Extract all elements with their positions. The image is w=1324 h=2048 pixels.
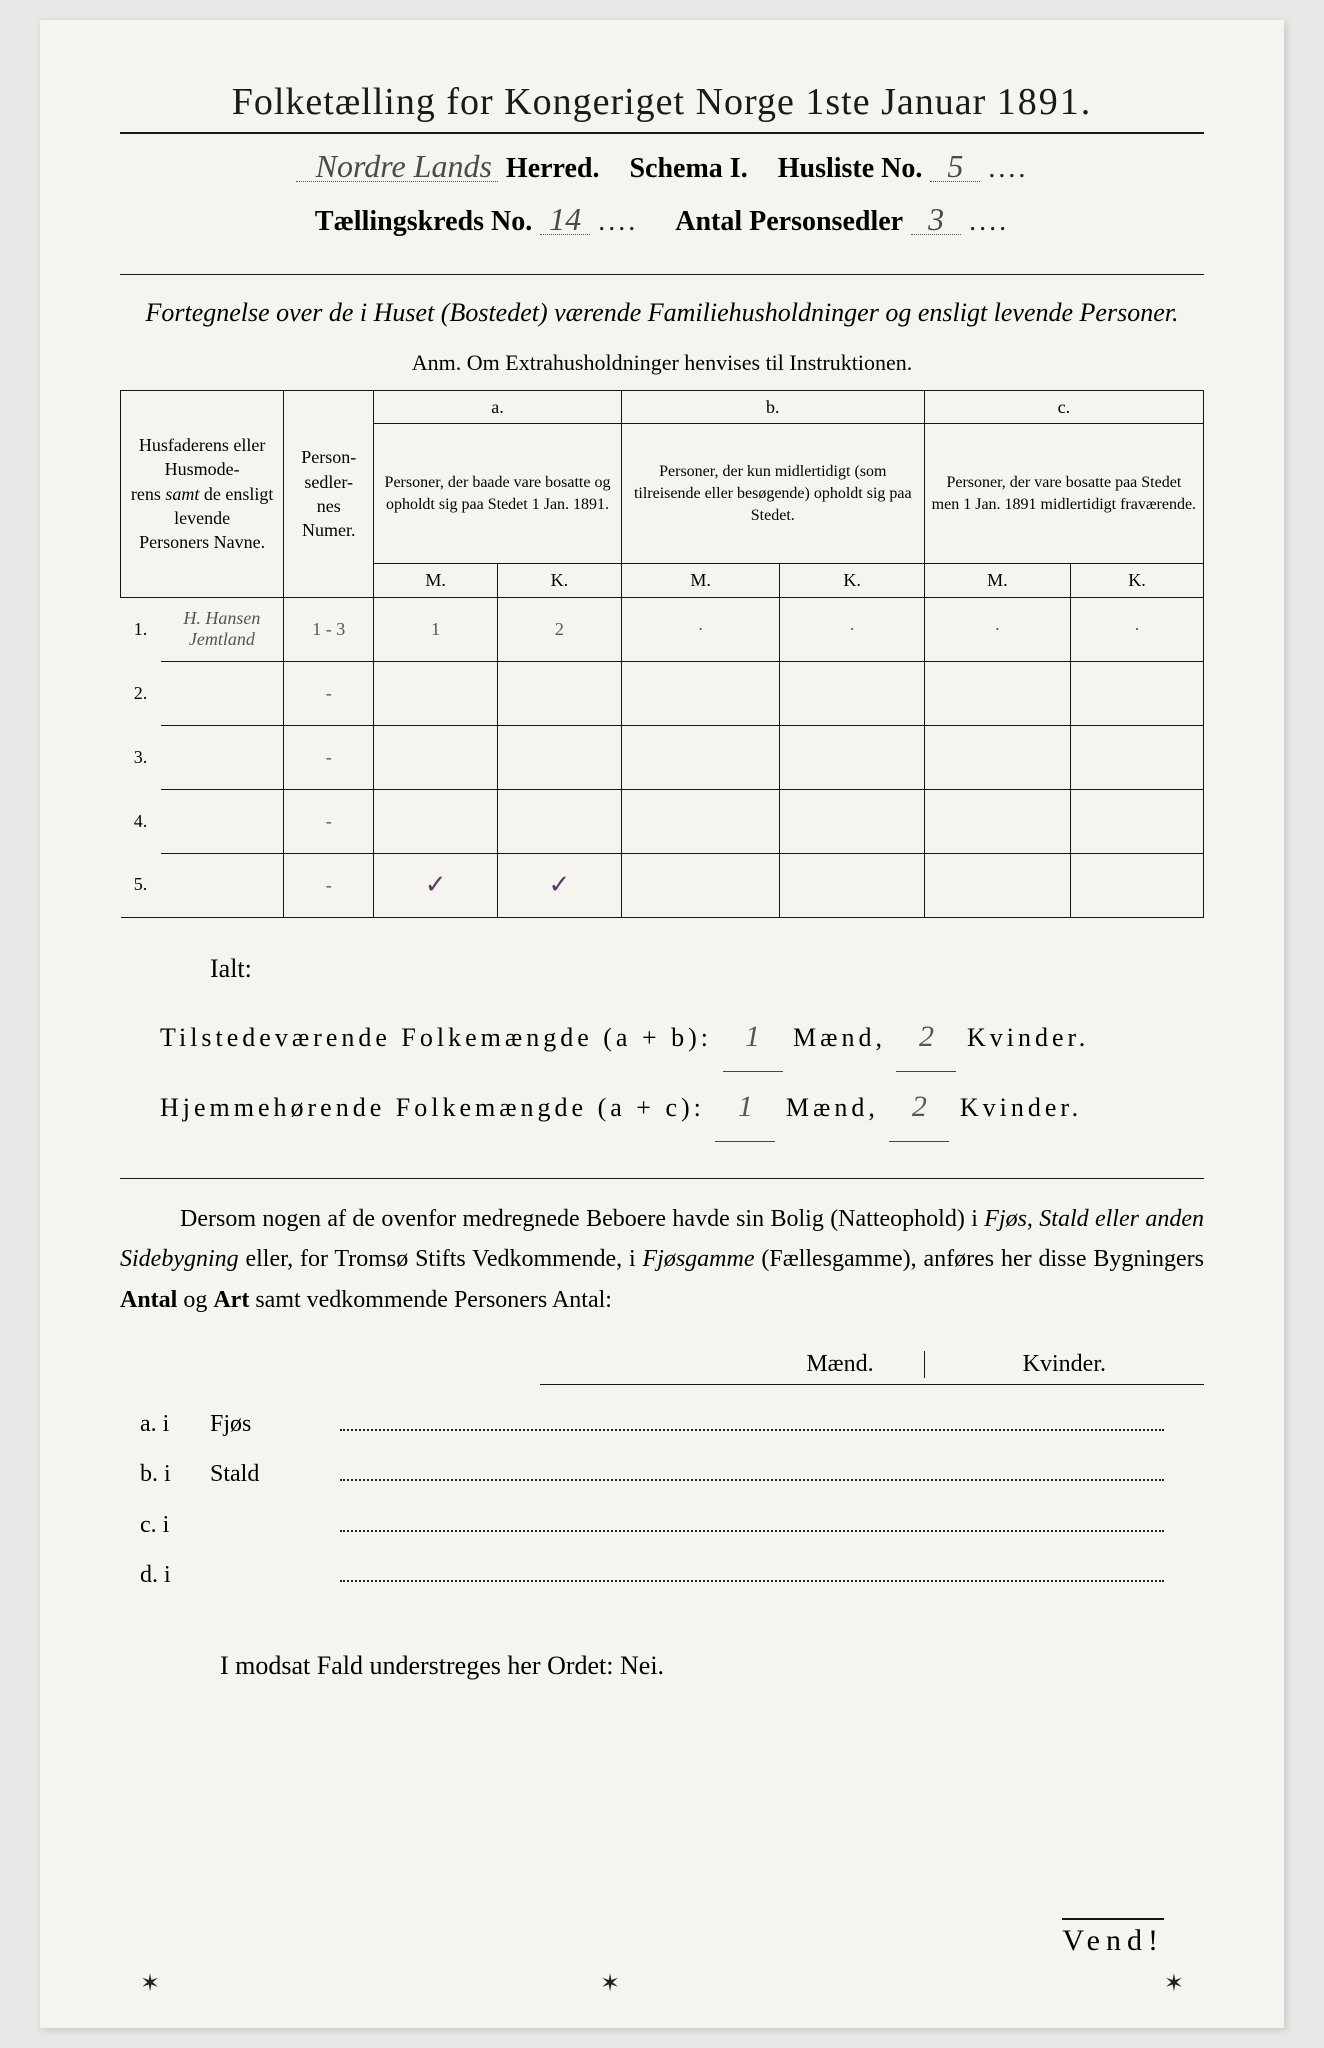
antal-no: 3 — [911, 205, 961, 235]
modsat-line: I modsat Fald understreges her Ordet: Ne… — [120, 1651, 1204, 1681]
col-a-m: M. — [374, 564, 498, 597]
table-row: 2.- — [121, 661, 1204, 725]
abcd-row: a. iFjøs — [120, 1399, 1204, 1449]
dots: .... — [969, 206, 1009, 238]
totals-h-m: 1 — [715, 1072, 775, 1142]
reg-mark: ✶ — [1164, 1969, 1184, 1998]
col-b-m: M. — [621, 564, 780, 597]
totals-2-label: Hjemmehørende Folkemængde (a + c): — [160, 1093, 705, 1122]
antal-label: Antal Personsedler — [675, 206, 903, 238]
col-a-k: K. — [498, 564, 622, 597]
col-a-text: Personer, der baade vare bosatte og opho… — [374, 424, 622, 564]
col-b-k: K. — [780, 564, 924, 597]
husliste-no: 5 — [930, 152, 980, 182]
page-title: Folketælling for Kongeriget Norge 1ste J… — [120, 80, 1204, 134]
schema-label: Schema I. — [629, 153, 747, 185]
col-c-k: K. — [1070, 564, 1203, 597]
totals-h-k: 2 — [889, 1072, 949, 1142]
col-names-left: Husfaderens eller Husmode-rens samt de e… — [121, 391, 284, 598]
mk-m: Mænd. — [788, 1351, 924, 1378]
building-paragraph: Dersom nogen af de ovenfor medregnede Be… — [120, 1199, 1204, 1321]
header-row-2: Tællingskreds No. 14 .... Antal Personse… — [120, 205, 1204, 238]
table-row: 4.- — [121, 789, 1204, 853]
maend-label: Mænd, — [793, 1023, 886, 1052]
totals-t-k: 2 — [896, 1002, 956, 1072]
col-c-label: c. — [924, 391, 1203, 424]
abcd-row: c. i — [120, 1500, 1204, 1550]
dots: .... — [988, 153, 1028, 185]
herred-handwritten: Nordre Lands — [296, 152, 498, 182]
col-c-text: Personer, der vare bosatte paa Stedet me… — [924, 424, 1203, 564]
herred-label: Herred. — [506, 153, 600, 185]
title-year: 1891. — [997, 81, 1093, 123]
totals-t-m: 1 — [723, 1002, 783, 1072]
kvinder-label: Kvinder. — [960, 1093, 1082, 1122]
abcd-row: b. iStald — [120, 1449, 1204, 1499]
title-text: Folketælling for Kongeriget Norge 1ste J… — [232, 81, 987, 123]
table-row: 5.-✓✓ — [121, 853, 1204, 917]
col-b-label: b. — [621, 391, 924, 424]
col-numer: Person- sedler- nes Numer. — [284, 391, 374, 598]
totals-line-1: Tilstedeværende Folkemængde (a + b): 1 M… — [160, 1002, 1204, 1072]
census-form-page: Folketælling for Kongeriget Norge 1ste J… — [40, 20, 1284, 2028]
header-row-1: Nordre Lands Herred. Schema I. Husliste … — [120, 152, 1204, 185]
abcd-list: a. iFjøsb. iStaldc. id. i — [120, 1399, 1204, 1601]
totals-block: Tilstedeværende Folkemængde (a + b): 1 M… — [160, 1002, 1204, 1142]
ialt-label: Ialt: — [210, 954, 1204, 984]
mk-header: Mænd. Kvinder. — [540, 1351, 1204, 1385]
abcd-row: d. i — [120, 1550, 1204, 1600]
census-table: Husfaderens eller Husmode-rens samt de e… — [120, 390, 1204, 918]
kvinder-label: Kvinder. — [967, 1023, 1089, 1052]
col-a-label: a. — [374, 391, 622, 424]
table-row: 3.- — [121, 725, 1204, 789]
dots: .... — [598, 206, 638, 238]
reg-mark: ✶ — [600, 1969, 620, 1998]
anm-note: Anm. Om Extrahusholdninger henvises til … — [120, 350, 1204, 376]
husliste-label: Husliste No. — [778, 153, 923, 185]
reg-mark: ✶ — [140, 1969, 160, 1998]
subtitle: Fortegnelse over de i Huset (Bostedet) v… — [120, 293, 1204, 332]
totals-1-label: Tilstedeværende Folkemængde (a + b): — [160, 1023, 712, 1052]
kreds-no: 14 — [540, 205, 590, 235]
col-c-m: M. — [924, 564, 1070, 597]
table-row: 1.H. Hansen Jemtland1 - 312···· — [121, 597, 1204, 661]
maend-label: Mænd, — [786, 1093, 879, 1122]
totals-line-2: Hjemmehørende Folkemængde (a + c): 1 Mæn… — [160, 1072, 1204, 1142]
col-b-text: Personer, der kun midlertidigt (som tilr… — [621, 424, 924, 564]
vend-label: Vend! — [1062, 1918, 1164, 1958]
divider — [120, 274, 1204, 275]
divider — [120, 1178, 1204, 1179]
mk-k: Kvinder. — [1005, 1351, 1124, 1378]
kreds-label: Tællingskreds No. — [315, 206, 532, 238]
